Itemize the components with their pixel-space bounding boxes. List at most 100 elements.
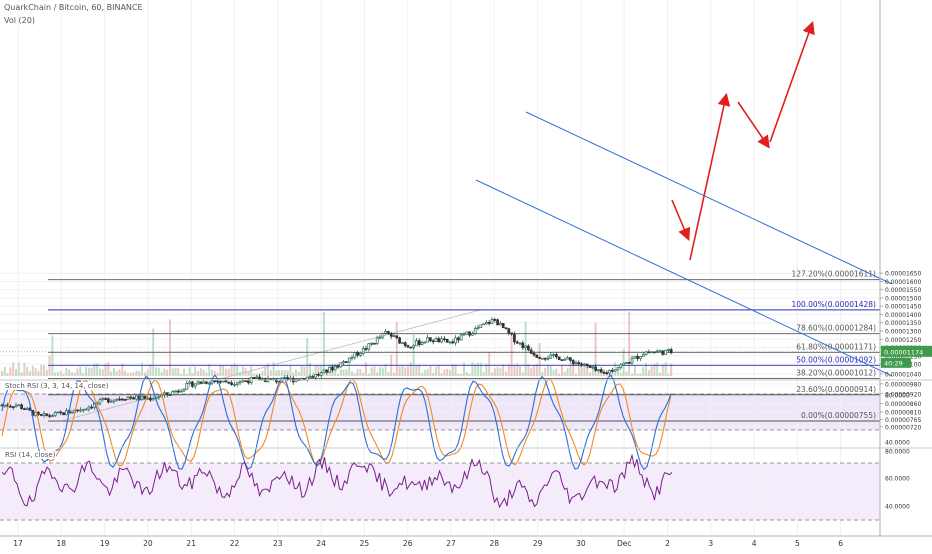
candle-body-158: [443, 338, 446, 341]
volume-bar-18: [51, 335, 54, 376]
volume-bar-58: [163, 368, 166, 376]
volume-bar-164: [460, 373, 463, 376]
volume-bar-237: [664, 362, 667, 376]
volume-bar-62: [174, 367, 177, 376]
last-price-badge: 0.00001174 40:29: [0, 345, 932, 368]
candle-body-4: [11, 406, 15, 408]
candle-body-27: [76, 409, 79, 412]
volume-bar-44: [124, 370, 127, 376]
volume-bar-150: [421, 372, 423, 376]
time-tick-9: 26: [403, 539, 413, 548]
candle-body-13: [37, 411, 40, 415]
volume-bar-2: [6, 373, 9, 376]
candle-body-174: [487, 321, 491, 324]
volume-bar-135: [379, 367, 381, 376]
candle-body-207: [580, 363, 583, 366]
price-tick-5: 0.00001400: [885, 312, 921, 319]
volume-bar-224: [628, 311, 631, 376]
candle-body-218: [611, 369, 614, 372]
rsi-tick-2: 40.0000: [885, 504, 910, 511]
candle-body-180: [504, 327, 508, 330]
volume-bar-14: [40, 364, 43, 376]
volume-bar-119: [334, 365, 337, 376]
candle-body-105: [294, 379, 298, 383]
candle-body-28: [79, 409, 82, 412]
volume-bar-107: [300, 365, 303, 376]
volume-bar-174: [488, 351, 491, 376]
volume-bar-59: [166, 369, 169, 376]
candle-body-200: [560, 359, 564, 362]
volume-bar-211: [591, 365, 594, 376]
volume-bar-51: [143, 372, 146, 376]
candle-body-71: [199, 381, 203, 384]
volume-bar-15: [43, 365, 45, 376]
candle-body-113: [317, 374, 320, 376]
volume-bar-220: [617, 368, 619, 376]
volume-bar-126: [353, 373, 356, 376]
volume-bar-108: [303, 366, 306, 376]
volume-bar-105: [295, 369, 297, 376]
fib-levels: 127.20%(0.00001611) 100.00%(0.00001428) 78…: [48, 270, 880, 422]
volume-bar-136: [381, 367, 384, 376]
candle-body-161: [451, 341, 455, 344]
candle-body-129: [361, 348, 365, 354]
volume-bar-9: [26, 366, 29, 376]
volume-bar-130: [365, 362, 367, 376]
volume-bar-145: [407, 366, 409, 376]
candle-body-188: [527, 345, 530, 351]
volume-bar-31: [87, 367, 90, 376]
volume-bar-29: [82, 373, 85, 376]
fib-label-6: 23.60%(0.00000914): [796, 385, 876, 394]
fib-label-4: 50.00%(0.00001092): [796, 355, 876, 364]
volume-bar-38: [107, 362, 110, 376]
candle-body-230: [644, 351, 648, 356]
candle-body-145: [406, 345, 410, 348]
volume-bar-5: [15, 368, 17, 376]
channel-lower: [475, 179, 893, 377]
volume-bar-178: [499, 368, 502, 376]
candle-body-23: [65, 410, 68, 416]
volume-bar-120: [337, 373, 339, 376]
volume-bar-98: [275, 370, 278, 376]
subpanel-axis: 80.0000 40.0000 80.0000 60.0000 40.0000: [885, 393, 910, 511]
time-tick-6: 23: [273, 539, 283, 548]
candle-body-91: [255, 376, 259, 379]
volume-bar-88: [247, 371, 250, 376]
candle-body-214: [599, 369, 603, 373]
candle-body-168: [471, 333, 474, 336]
volume-bar-21: [59, 371, 62, 376]
volume-bar-201: [563, 371, 566, 376]
volume-bar-34: [96, 363, 99, 376]
time-tick-14: Dec: [617, 539, 632, 548]
stoch-rsi-lines: [0, 374, 880, 471]
time-tick-8: 25: [360, 539, 370, 548]
volume-bar-213: [597, 370, 600, 376]
candle-body-69: [193, 383, 197, 387]
candle-body-210: [588, 365, 592, 368]
time-tick-12: 29: [533, 539, 543, 548]
candle-body-134: [375, 337, 379, 344]
candle-body-84: [235, 382, 239, 385]
candle-body-29: [81, 408, 85, 411]
candle-body-41: [115, 398, 119, 401]
volume-bar-76: [213, 370, 216, 376]
candle-body-118: [331, 366, 334, 371]
candle-body-211: [591, 366, 595, 369]
candle-body-156: [437, 338, 441, 343]
time-tick-15: 2: [665, 539, 670, 548]
candle-body-166: [465, 331, 469, 335]
volume-bar-63: [177, 368, 180, 376]
candle-body-14: [39, 414, 43, 416]
candle-body-3: [9, 405, 12, 408]
volume-bar-234: [656, 362, 659, 376]
candle-body-112: [314, 374, 317, 378]
price-tick-12: 0.00001040: [885, 371, 921, 378]
candle-body-196: [549, 354, 553, 359]
candle-body-36: [101, 398, 105, 400]
candle-body-136: [381, 332, 385, 338]
countdown-badge-text: 40:29: [884, 359, 903, 367]
candle-body-193: [541, 357, 544, 360]
candle-body-229: [641, 354, 645, 357]
last-price-badge-bg: [881, 345, 932, 357]
